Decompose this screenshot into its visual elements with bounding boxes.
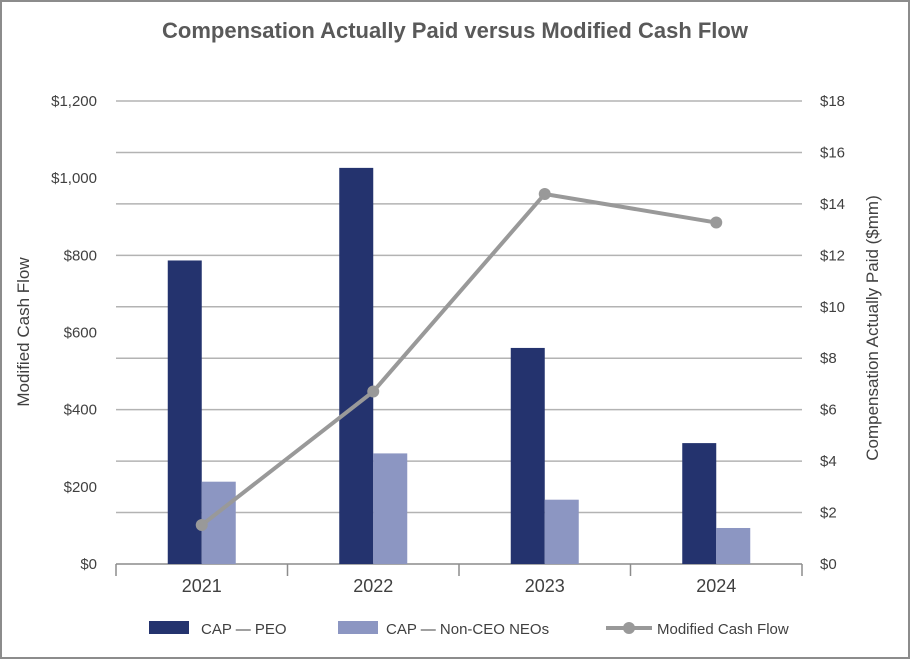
right-tick-label: $18 [820,93,845,110]
legend-swatch-peo [149,621,189,634]
line-point [367,385,380,398]
line-modified-cash-flow [200,191,717,527]
right-tick-label: $16 [820,144,845,161]
right-tick-label: $6 [820,402,837,419]
x-tick-label: 2021 [182,576,222,596]
right-tick-label: $8 [820,350,837,367]
right-tick-label: $14 [820,196,845,213]
left-tick-label: $800 [64,247,97,264]
legend-label-peo: CAP — PEO [201,621,287,638]
left-tick-label: $200 [64,479,97,496]
bar-peo [167,260,202,564]
bar-peo [682,443,717,564]
line-point [538,187,551,200]
right-axis-label: Compensation Actually Paid ($mm) [863,195,882,461]
legend-marker-modified-cash-flow [623,622,635,634]
chart-title: Compensation Actually Paid versus Modifi… [162,18,748,43]
line-point [710,216,723,229]
legend-label-modified-cash-flow: Modified Cash Flow [657,621,789,638]
left-axis-label: Modified Cash Flow [14,257,33,407]
right-tick-label: $4 [820,453,837,470]
bar-non-ceo-neos [716,527,751,564]
left-tick-label: $400 [64,402,97,419]
right-tick-label: $12 [820,247,845,264]
legend-swatch-non-ceo-neos [338,621,378,634]
right-tick-label: $10 [820,299,845,316]
x-tick-label: 2023 [525,576,565,596]
bar-peo [339,167,374,564]
right-tick-label: $2 [820,505,837,522]
legend-label-non-ceo-neos: CAP — Non-CEO NEOs [386,621,549,638]
left-tick-label: $0 [80,556,97,573]
left-tick-label: $1,200 [51,93,97,110]
x-tick-label: 2024 [696,576,736,596]
bar-non-ceo-neos [373,453,408,564]
x-tick-label: 2022 [353,576,393,596]
right-tick-label: $0 [820,556,837,573]
left-tick-label: $600 [64,325,97,342]
bar-peo [510,347,545,564]
left-tick-label: $1,000 [51,170,97,187]
line-point [195,519,208,532]
bar-non-ceo-neos [544,499,579,564]
